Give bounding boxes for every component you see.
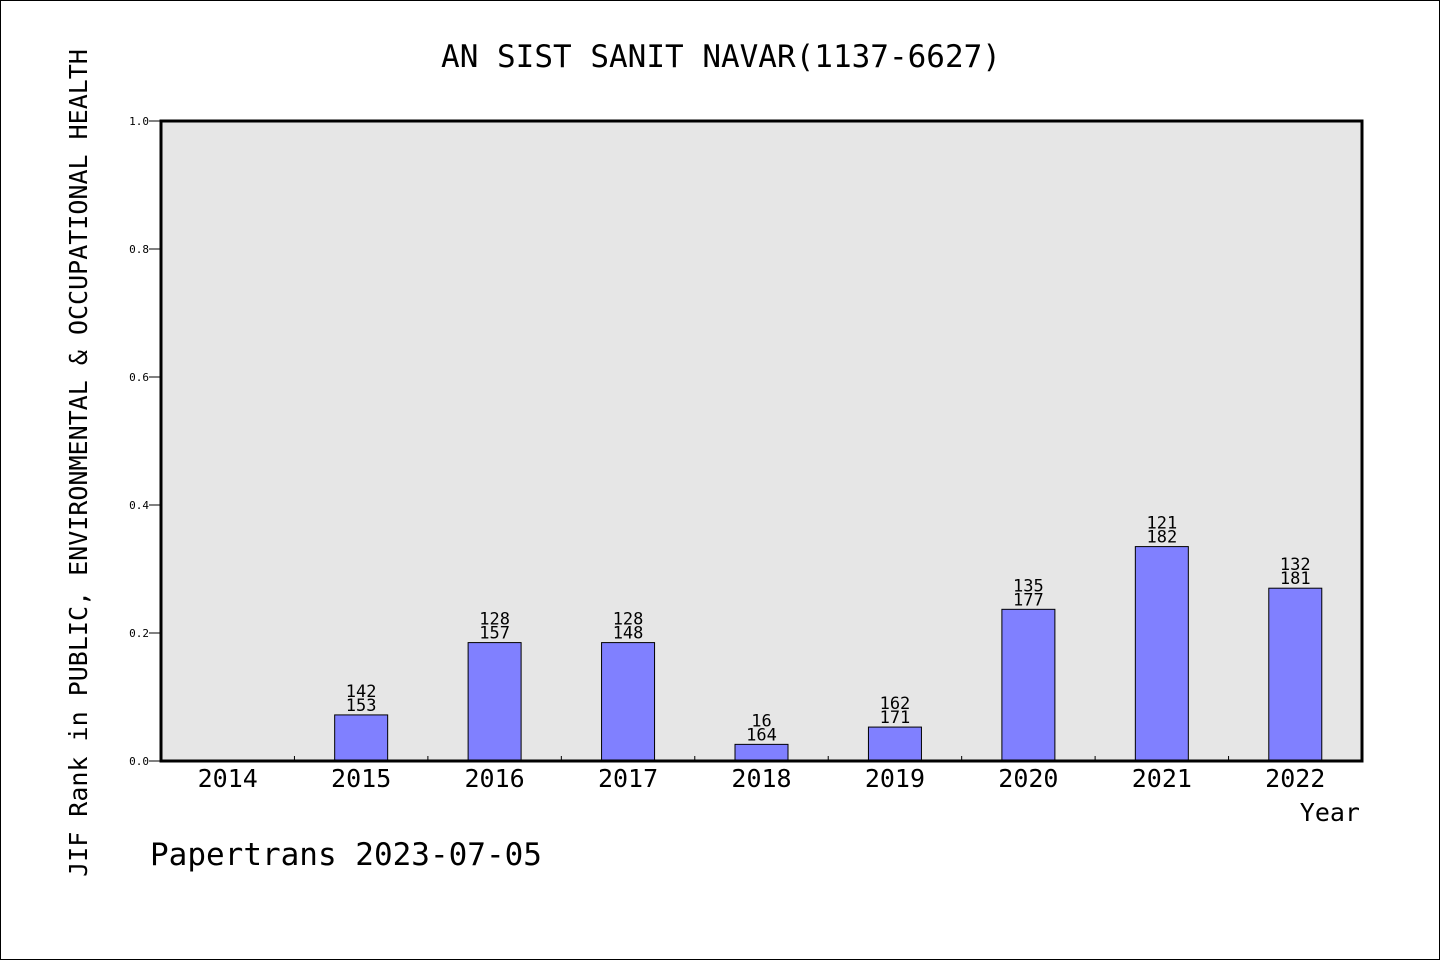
chart-title: AN SIST SANIT NAVAR(1137-6627) [441, 39, 1001, 75]
x-tick-label: 2014 [198, 764, 258, 793]
y-axis-label: JIF Rank in PUBLIC, ENVIRONMENTAL & OCCU… [64, 49, 93, 877]
data-label-top: 128 [613, 610, 644, 630]
bar [467, 642, 522, 762]
x-axis-label: Year [1300, 798, 1360, 827]
data-label-bottom: 153 [346, 696, 377, 716]
bar [1001, 608, 1056, 762]
plot-border [159, 119, 1364, 763]
data-label-bottom: 182 [1146, 528, 1177, 548]
bar [1134, 546, 1189, 762]
y-tick-label: 0.4 [129, 499, 149, 512]
y-tick-label: 1.0 [129, 115, 149, 128]
data-label-bottom: 148 [613, 624, 644, 644]
data-label-bottom: 171 [880, 708, 911, 728]
bar [867, 726, 922, 762]
y-tick-label: 0.2 [129, 627, 149, 640]
data-label-bottom: 164 [746, 725, 777, 745]
data-label-top: 16 [751, 711, 771, 731]
data-label-bottom: 177 [1013, 590, 1044, 610]
data-label-top: 132 [1280, 555, 1311, 575]
bar [334, 714, 389, 762]
y-tick-label: 0.8 [129, 243, 149, 256]
footer-credit: Papertrans 2023-07-05 [150, 837, 542, 873]
x-tick-label: 2019 [865, 764, 925, 793]
bar [1268, 587, 1323, 762]
data-label-top: 128 [479, 610, 510, 630]
bar [601, 642, 656, 762]
data-label-top: 162 [880, 694, 911, 714]
x-tick-label: 2015 [331, 764, 391, 793]
y-tick-label: 0.0 [129, 755, 149, 768]
data-label-top: 142 [346, 682, 377, 702]
x-tick-label: 2022 [1265, 764, 1325, 793]
data-label-bottom: 181 [1280, 569, 1311, 589]
data-label-top: 135 [1013, 576, 1044, 596]
data-label-bottom: 157 [479, 624, 510, 644]
x-tick-label: 2017 [598, 764, 658, 793]
x-tick-label: 2016 [465, 764, 525, 793]
x-tick-label: 2018 [731, 764, 791, 793]
y-tick-label: 0.6 [129, 371, 149, 384]
x-tick-label: 2021 [1132, 764, 1192, 793]
data-label-top: 121 [1146, 514, 1177, 534]
x-tick-label: 2020 [998, 764, 1058, 793]
bar [734, 743, 789, 762]
